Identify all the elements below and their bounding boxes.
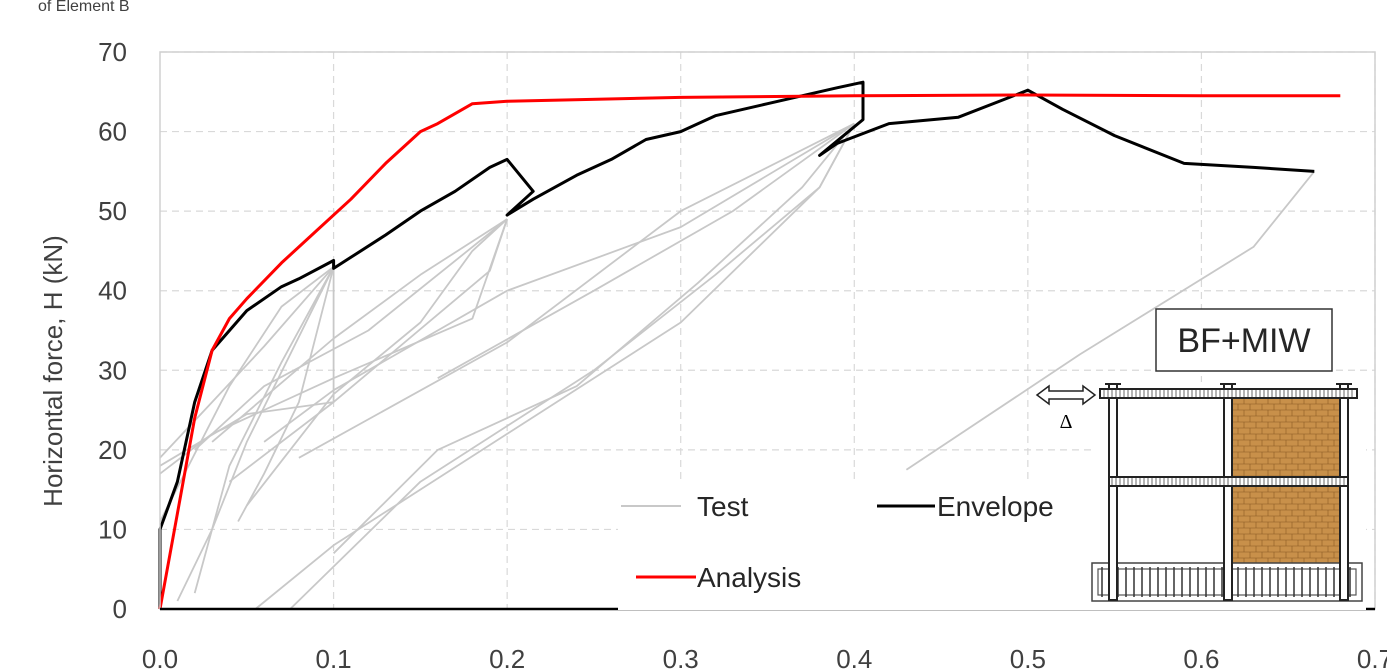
beam-middle [1108,476,1349,487]
y-tick-label: 20 [98,435,127,465]
y-tick-label: 0 [113,594,127,624]
series-test-line [437,122,855,379]
y-tick-label: 10 [98,514,127,544]
x-tick-label: 0.0 [142,644,178,672]
inset-title-box [1155,308,1333,372]
x-tick-label: 0.6 [1183,644,1219,672]
beam-reinforcement [1103,383,1353,485]
x-tick-label: 0.3 [663,644,699,672]
y-tick-label: 30 [98,355,127,385]
x-tick-label: 0.2 [489,644,525,672]
y-axis-label: Horizontal force, H (kN) [38,235,68,507]
inset-title: BF+MIW [1177,322,1310,360]
legend-label-test: Test [697,491,749,522]
series-test-line [211,218,508,443]
x-tick-label: 0.1 [315,644,351,672]
series-test-line [246,218,508,507]
brick-pattern [1231,398,1340,565]
series-test-line [194,218,508,451]
x-tick-label: 0.4 [836,644,872,672]
x-tick-label: 0.7 [1357,644,1387,672]
series-test-line [159,266,335,522]
legend: Test Envelope Analysis [618,482,1096,610]
displacement-symbol: Δ [1060,411,1073,433]
x-tick-label: 0.5 [1010,644,1046,672]
legend-label-envelope: Envelope [937,491,1054,522]
series-test-line [237,266,335,522]
column-right [1339,383,1349,601]
series-test-line [176,266,335,602]
displacement-arrow-icon [1035,384,1097,406]
y-tick-label: 70 [98,37,127,67]
legend-label-analysis: Analysis [697,562,801,593]
tick-labels: 0 10 20 30 40 50 60 70 0.0 0.1 0.2 0.3 0.4 0.5 0.6 0.7 [98,37,1387,672]
series-test-line [228,218,508,483]
series-analysis-line [158,93,1341,610]
y-tick-label: 40 [98,276,127,306]
inset-schematic: BF+MIW Δ [1035,308,1366,610]
beam-top [1099,388,1358,399]
series-test-line [159,218,508,475]
series-test-line [263,122,855,443]
column-middle [1223,383,1233,601]
series-test-line [905,170,1316,471]
series-layer [158,80,1341,610]
series-test-line [332,123,855,554]
caption: of Element B [38,0,130,15]
series-envelope-line [158,80,1315,609]
series-test-line [298,122,855,459]
column-left [1108,383,1118,601]
series-test-line [289,123,856,610]
y-tick-label: 50 [98,196,127,226]
y-tick-label: 60 [98,117,127,147]
